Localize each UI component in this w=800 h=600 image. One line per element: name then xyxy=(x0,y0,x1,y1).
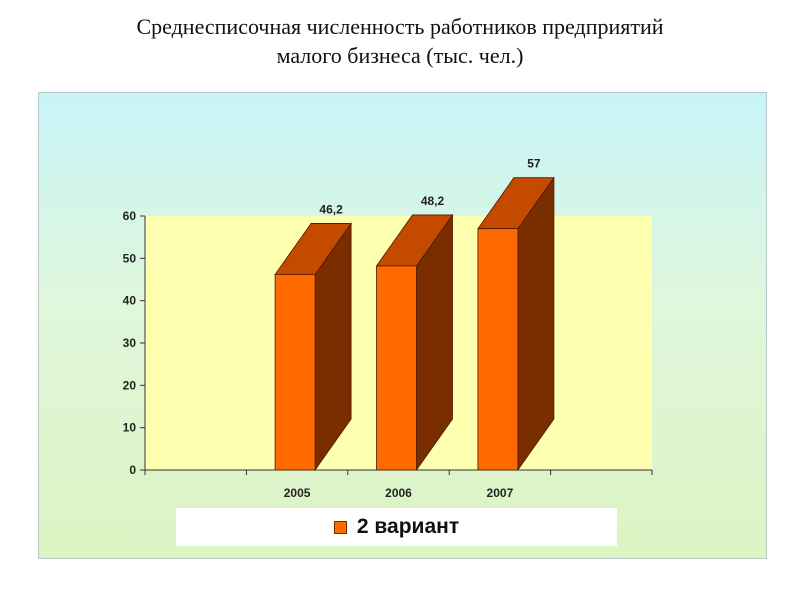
chart-title: Среднесписочная численность работников п… xyxy=(0,12,800,70)
bar xyxy=(376,265,417,471)
bar xyxy=(477,228,519,471)
y-tick-label: 20 xyxy=(123,378,137,392)
bar xyxy=(274,274,316,471)
x-category-label: 2006 xyxy=(385,486,412,500)
legend-label: 2 вариант xyxy=(356,515,460,538)
y-tick-label: 60 xyxy=(123,209,137,223)
legend-swatch xyxy=(333,520,347,534)
y-tick-label: 0 xyxy=(129,463,136,477)
y-tick-label: 40 xyxy=(123,294,137,308)
legend: 2 вариант xyxy=(176,508,617,546)
data-label: 57 xyxy=(527,157,541,171)
y-tick-label: 30 xyxy=(123,336,137,350)
x-category-label: 2005 xyxy=(284,486,311,500)
chart-title-line-1: Среднесписочная численность работников п… xyxy=(136,14,664,39)
x-category-label: 2007 xyxy=(487,486,514,500)
data-label: 46,2 xyxy=(319,202,343,216)
y-tick-label: 10 xyxy=(123,421,137,435)
data-label: 48,2 xyxy=(421,194,445,208)
chart-title-line-2: малого бизнеса (тыс. чел.) xyxy=(276,43,524,68)
y-tick-label: 50 xyxy=(123,251,137,265)
